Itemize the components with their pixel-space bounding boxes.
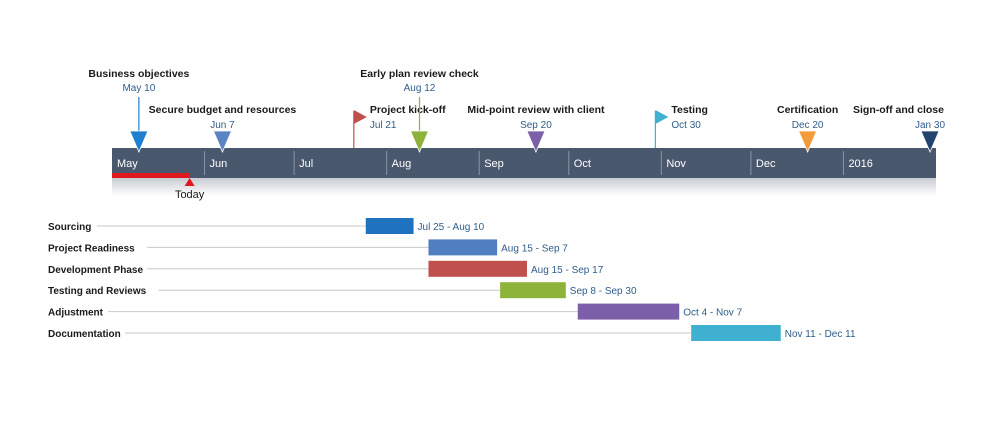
task-name: Sourcing <box>48 222 91 233</box>
task-row: Documentation Nov 11 - Dec 11 <box>48 325 856 341</box>
task-date-range: Oct 4 - Nov 7 <box>683 308 742 319</box>
task-bar <box>500 282 566 299</box>
month-label: Jul <box>299 158 313 170</box>
task-row: Development Phase Aug 15 - Sep 17 <box>48 260 604 277</box>
triangle-marker-icon <box>798 130 818 154</box>
task-bar <box>365 218 414 234</box>
milestone-title: Mid-point review with client <box>467 104 605 116</box>
task-bar <box>428 239 498 256</box>
timeline-shadow <box>112 178 936 196</box>
timeline-bar <box>112 148 936 178</box>
milestone-date: Aug 12 <box>404 83 436 94</box>
milestone-title: Project kick-off <box>370 104 446 116</box>
task-row: Sourcing Jul 25 - Aug 10 <box>48 218 485 234</box>
task-name: Documentation <box>48 329 121 340</box>
milestone: Project kick-off Jul 21 <box>353 104 446 148</box>
task-bar <box>428 260 527 277</box>
task-name: Project Readiness <box>48 243 135 254</box>
task-bar <box>577 303 680 320</box>
milestone-title: Certification <box>777 104 838 116</box>
milestone-date: Sep 20 <box>520 120 552 131</box>
milestone-date: May 10 <box>122 83 155 94</box>
triangle-marker-icon <box>526 130 546 154</box>
milestone-date: Oct 30 <box>671 120 701 131</box>
task-bar <box>691 325 781 341</box>
milestone-date: Dec 20 <box>792 120 824 131</box>
task-name: Testing and Reviews <box>48 286 147 297</box>
flag-icon <box>353 110 367 124</box>
milestone-title: Business objectives <box>88 68 189 80</box>
month-label: Oct <box>574 158 591 170</box>
month-label: Aug <box>392 158 412 170</box>
milestone: Certification Dec 20 <box>777 104 838 154</box>
today-marker-icon <box>184 178 195 186</box>
month-label: Jun <box>210 158 228 170</box>
task-row: Adjustment Oct 4 - Nov 7 <box>48 303 743 320</box>
flag-icon <box>655 110 669 124</box>
month-label: Sep <box>484 158 504 170</box>
triangle-marker-icon <box>212 130 233 154</box>
task-date-range: Aug 15 - Sep 17 <box>531 265 604 276</box>
task-name: Development Phase <box>48 265 143 276</box>
task-date-range: Sep 8 - Sep 30 <box>570 286 637 297</box>
milestone: Testing Oct 30 <box>654 104 708 148</box>
milestone: Mid-point review with client Sep 20 <box>467 104 605 154</box>
milestone-date: Jan 30 <box>915 120 945 131</box>
timeline: May Jun Jul Aug Sep Oct Nov Dec 2016 Today <box>112 148 936 201</box>
milestone-title: Early plan review check <box>360 68 479 80</box>
task-date-range: Aug 15 - Sep 7 <box>501 243 568 254</box>
month-label: 2016 <box>848 158 872 170</box>
task-name: Adjustment <box>48 308 104 319</box>
milestone-date: Jun 7 <box>210 120 235 131</box>
triangle-marker-icon <box>920 130 940 154</box>
task-date-range: Nov 11 - Dec 11 <box>785 329 856 340</box>
milestone: Secure budget and resources Jun 7 <box>149 104 297 154</box>
tasks: Sourcing Jul 25 - Aug 10 Project Readiness… <box>48 218 856 341</box>
task-row: Project Readiness Aug 15 - Sep 7 <box>48 239 568 256</box>
milestone: Early plan review check Aug 12 <box>360 68 479 154</box>
task-row: Testing and Reviews Sep 8 - Sep 30 <box>48 282 637 299</box>
milestone-title: Sign-off and close <box>853 104 944 116</box>
milestone-title: Secure budget and resources <box>149 104 297 116</box>
triangle-marker-icon <box>409 130 430 154</box>
triangle-marker-icon <box>129 130 149 154</box>
milestones: Business objectives May 10 Secure budget a… <box>88 68 945 154</box>
milestone-title: Testing <box>671 104 708 116</box>
milestone: Sign-off and close Jan 30 <box>853 104 945 154</box>
month-label: May <box>117 158 138 170</box>
milestone-date: Jul 21 <box>370 120 397 131</box>
today-progress <box>112 173 190 178</box>
milestone: Business objectives May 10 <box>88 68 190 154</box>
month-label: Dec <box>756 158 776 170</box>
today-label: Today <box>175 189 205 201</box>
month-label: Nov <box>666 158 686 170</box>
task-date-range: Jul 25 - Aug 10 <box>418 222 485 233</box>
